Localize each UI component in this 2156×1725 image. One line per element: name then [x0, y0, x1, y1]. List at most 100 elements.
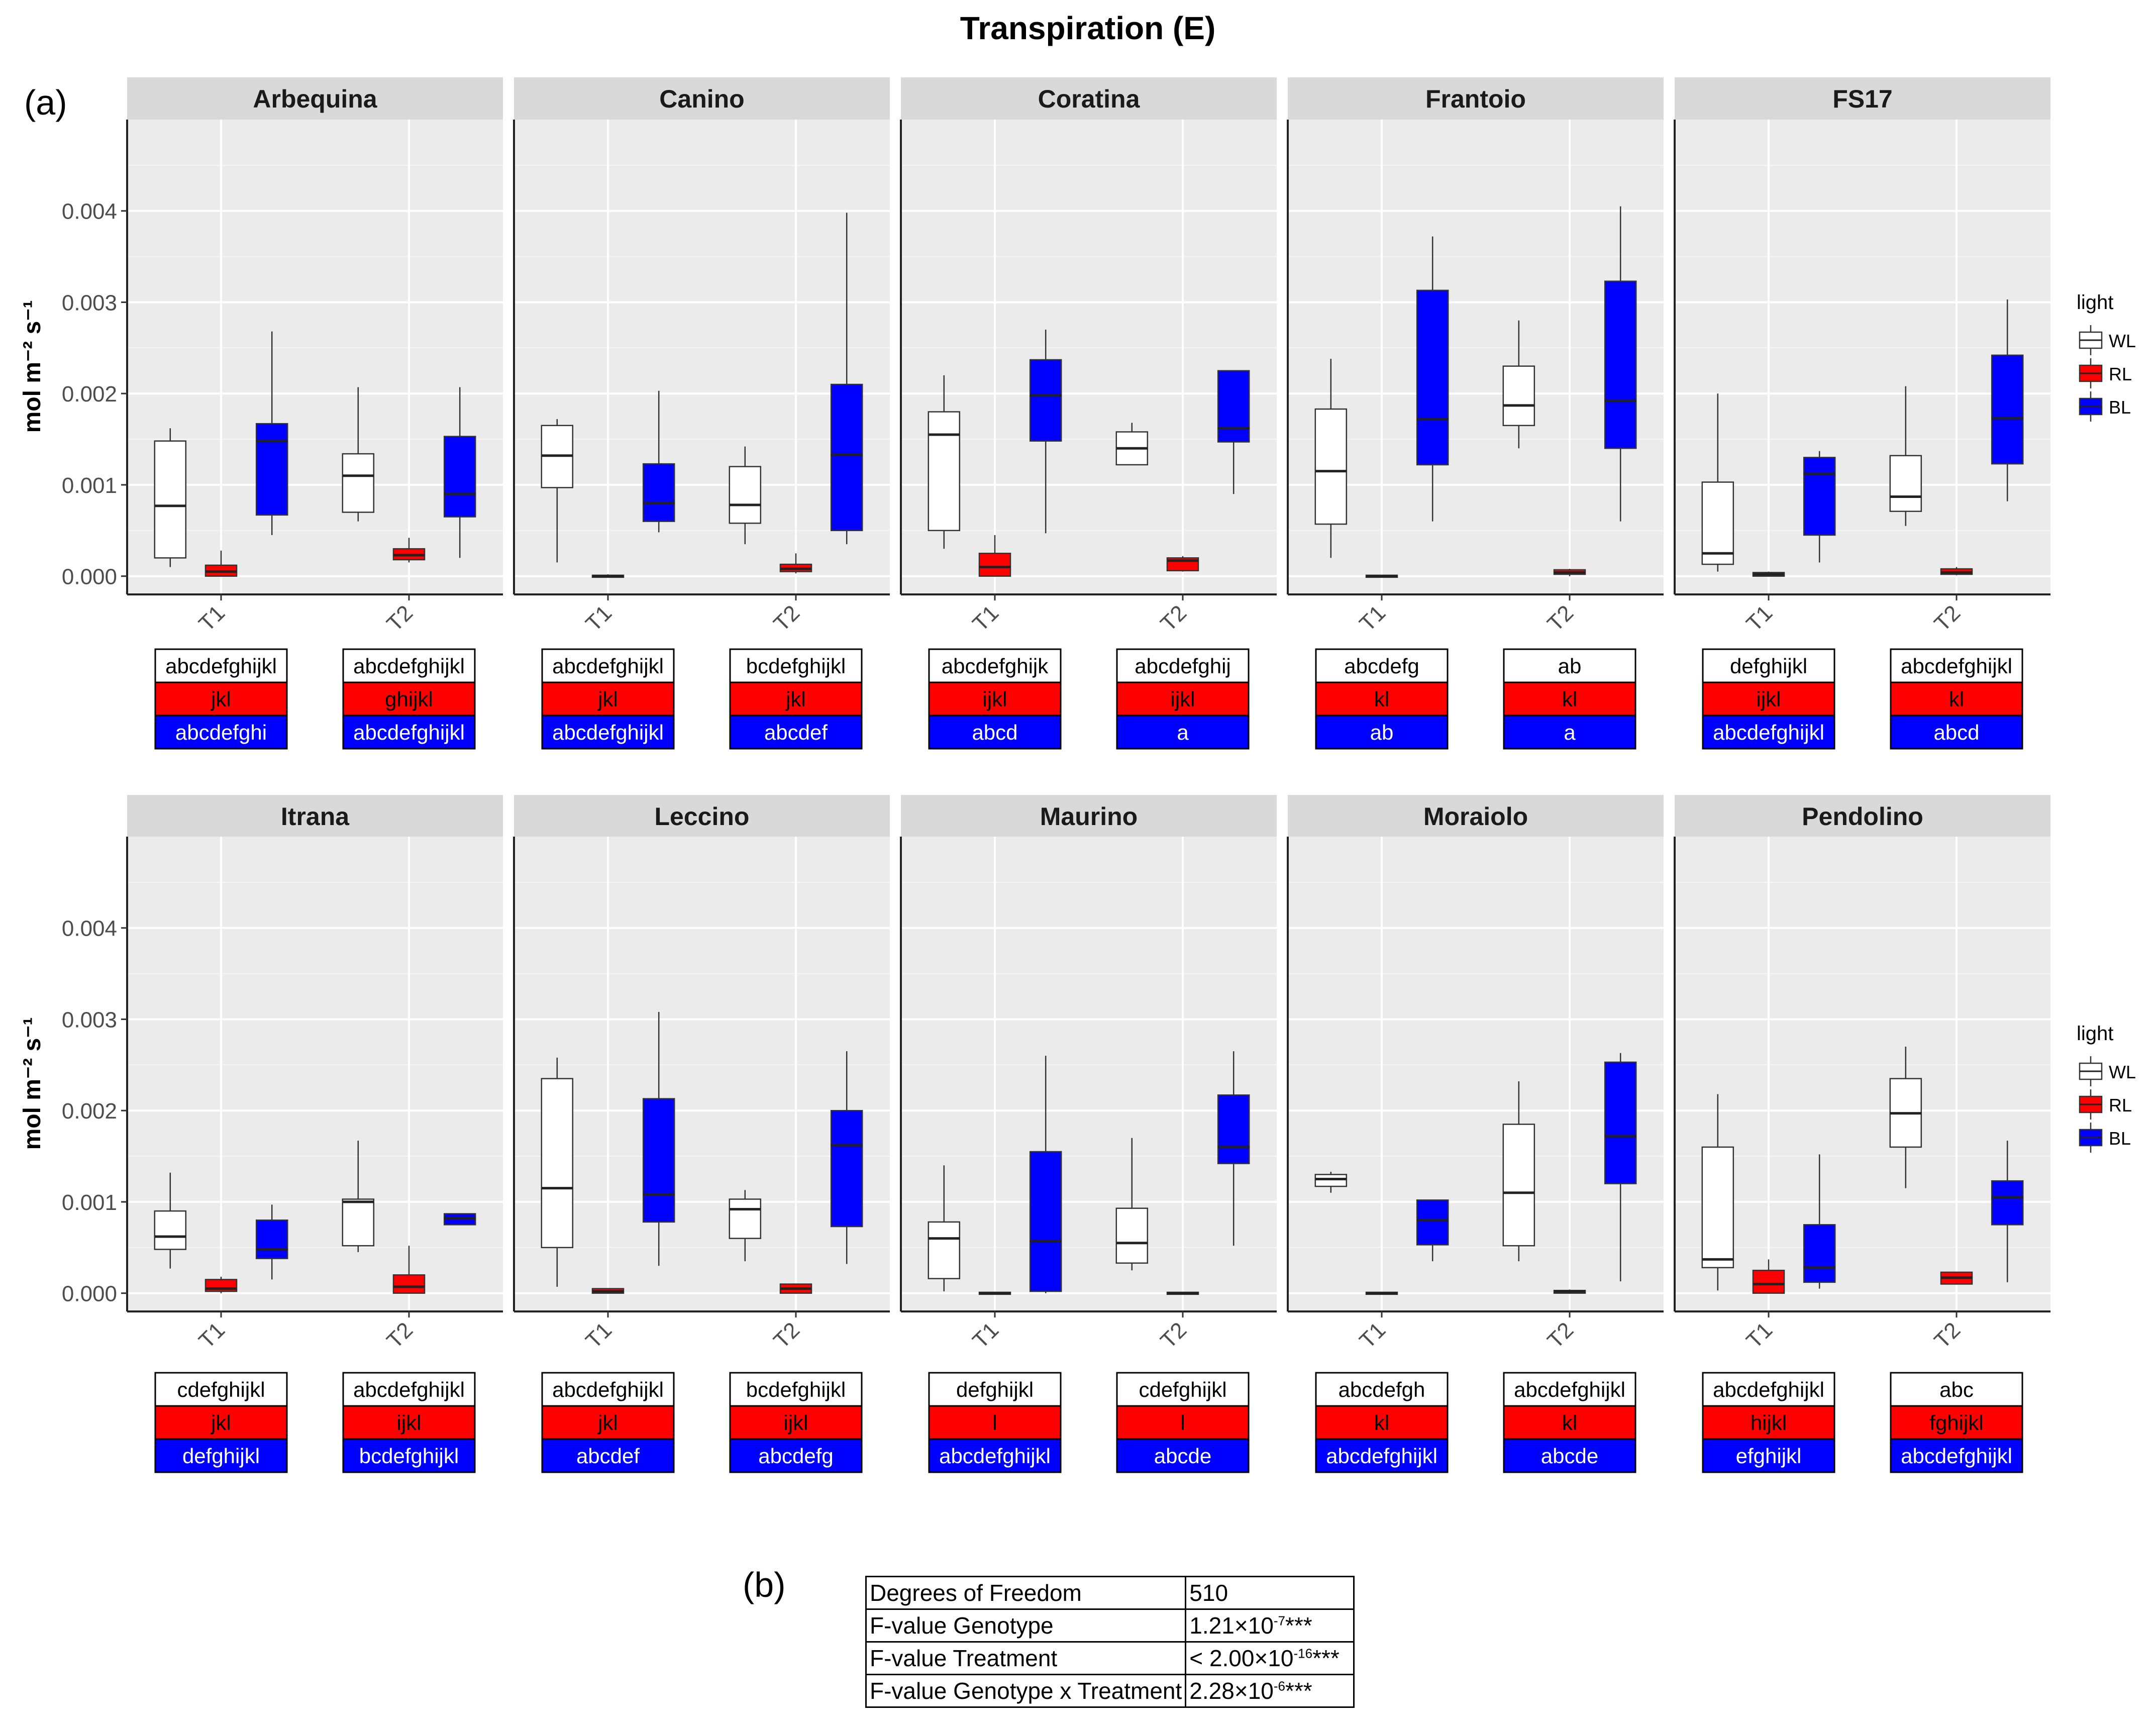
table-cell-label: F-value Genotype x Treatment	[865, 1674, 1187, 1708]
letter-text: kl	[1949, 687, 1964, 711]
facet-title: Pendolino	[1802, 802, 1923, 831]
letter-cell-rl	[1702, 681, 1835, 717]
table-row: F-value Genotype 1.21×10-7***	[865, 1608, 1355, 1643]
letter-text: ab	[1370, 721, 1394, 744]
legend-label: RL	[2109, 1095, 2132, 1115]
letter-cell-bl	[928, 715, 1062, 750]
letter-cell-wl	[1315, 1372, 1449, 1407]
letter-cell-wl	[154, 1372, 288, 1407]
letter-cell-wl	[729, 648, 863, 683]
letter-text: abcdefghijkl	[552, 721, 664, 744]
table-cell-value: < 2.00×10-16***	[1185, 1641, 1355, 1675]
box-body	[1803, 1224, 1836, 1283]
box-wl	[342, 387, 375, 522]
box-body	[1604, 1061, 1637, 1184]
letter-cell-rl	[1116, 1405, 1250, 1440]
significance-stars: ***	[1285, 1678, 1312, 1704]
box-body	[1029, 359, 1062, 442]
value-text: 510	[1189, 1580, 1228, 1606]
box-body	[1115, 1207, 1149, 1264]
plot-background	[514, 120, 890, 594]
letter-cell-rl	[1116, 681, 1250, 717]
box-wl	[541, 1057, 574, 1287]
facet-panel-arbequina: Arbequina 0.000 0.001 0.002 0.003 0.004 mol m⁻…	[19, 77, 503, 750]
x-tick-label: T2	[1543, 600, 1578, 636]
letter-cell-wl	[1890, 1372, 2023, 1407]
table-row: Degrees of Freedom 510	[865, 1576, 1355, 1610]
letter-text: cdefghijkl	[1139, 1378, 1226, 1401]
box-rl	[204, 550, 238, 577]
y-tick-label: 0.004	[62, 917, 117, 941]
letter-cell-rl	[541, 1405, 675, 1440]
box-wl	[1889, 1046, 1922, 1188]
box-bl	[1604, 1053, 1637, 1282]
x-tick-label: T1	[581, 1317, 617, 1353]
letter-cell-bl	[1890, 715, 2023, 750]
y-axis-label: mol m⁻² s⁻¹	[19, 300, 46, 433]
letter-text: jkl	[597, 1411, 618, 1435]
y-tick-label: 0.002	[62, 382, 117, 407]
box-bl	[443, 1213, 476, 1226]
box-body	[1701, 481, 1734, 565]
value-text: < 2.00×10	[1189, 1645, 1294, 1671]
facet-strip	[901, 795, 1277, 837]
box-bl	[830, 1051, 863, 1264]
box-body	[342, 1198, 375, 1247]
letter-text: abcdefghijkl	[552, 1378, 664, 1401]
letter-box: defghijkl l abcdefghijkl	[928, 1372, 1062, 1473]
letter-text: abcdefghijkl	[1514, 1378, 1625, 1401]
facet-panel-maurino: Maurino T1 defghijkl l abcdefghijkl T2 cdefghi…	[900, 795, 1277, 1473]
letter-text: abcdefghijkl	[1713, 1378, 1824, 1401]
x-tick-label: T2	[1929, 600, 1965, 636]
letter-text: abcdefghijk	[942, 654, 1049, 678]
legend-key	[2079, 1123, 2103, 1153]
box-body	[830, 1109, 863, 1228]
legend: light WL RL BL	[2077, 1023, 2136, 1153]
y-tick-label: 0.004	[62, 199, 117, 224]
y-tick-label: 0.002	[62, 1099, 117, 1124]
box-body	[1502, 1124, 1535, 1247]
panel-label-a: (a)	[24, 83, 67, 122]
box-body	[154, 440, 187, 559]
box-wl	[928, 1165, 961, 1292]
facet-panel-frantoio: Frantoio T1 abcdefg kl ab T2 ab kl a	[1287, 77, 1664, 750]
letter-text: ghijkl	[385, 687, 433, 711]
box-rl	[591, 1288, 625, 1294]
letter-text: abcdefghi	[175, 721, 267, 744]
letter-cell-bl	[541, 715, 675, 750]
letter-text: abcdefghijkl	[353, 1378, 465, 1401]
box-body	[642, 1098, 675, 1223]
letter-text: abcdefghijkl	[1901, 654, 2012, 678]
box-rl	[1166, 556, 1199, 572]
letter-cell-bl	[1315, 715, 1449, 750]
letter-box: cdefghijkl jkl defghijkl	[154, 1372, 288, 1473]
box-wl	[154, 428, 187, 567]
legend-label: RL	[2109, 364, 2132, 384]
letter-cell-rl	[154, 1405, 288, 1440]
box-body	[1502, 365, 1535, 427]
box-bl	[1416, 1199, 1449, 1262]
letter-text: kl	[1374, 687, 1389, 711]
letter-box: bcdefghijkl jkl abcdef	[729, 648, 863, 750]
figure-title: Transpiration (E)	[960, 10, 1216, 46]
box-wl	[1502, 320, 1535, 449]
facet-panel-fs17: FS17 T1 defghijkl ijkl abcdefghijkl T2 abcdefg…	[1674, 77, 2050, 750]
box-body	[255, 1220, 288, 1259]
box-rl	[1553, 1289, 1586, 1294]
facet-strip	[1675, 795, 2050, 837]
letter-cell-rl	[541, 681, 675, 717]
facet-title: Arbequina	[253, 85, 377, 113]
box-rl	[978, 535, 1011, 577]
letter-cell-wl	[541, 1372, 675, 1407]
facet-strip	[514, 77, 890, 120]
box-wl	[1701, 393, 1734, 572]
letter-text: abc	[1939, 1378, 1974, 1401]
letter-cell-bl	[1503, 1438, 1636, 1473]
box-body	[541, 1078, 574, 1249]
x-tick-label: T2	[769, 1317, 804, 1353]
table-cell-value: 2.28×10-6***	[1185, 1674, 1355, 1708]
box-body	[1416, 1199, 1449, 1246]
facet-strip	[901, 77, 1277, 120]
plot-background	[1675, 837, 2050, 1311]
x-tick-label: T2	[1156, 1317, 1191, 1353]
